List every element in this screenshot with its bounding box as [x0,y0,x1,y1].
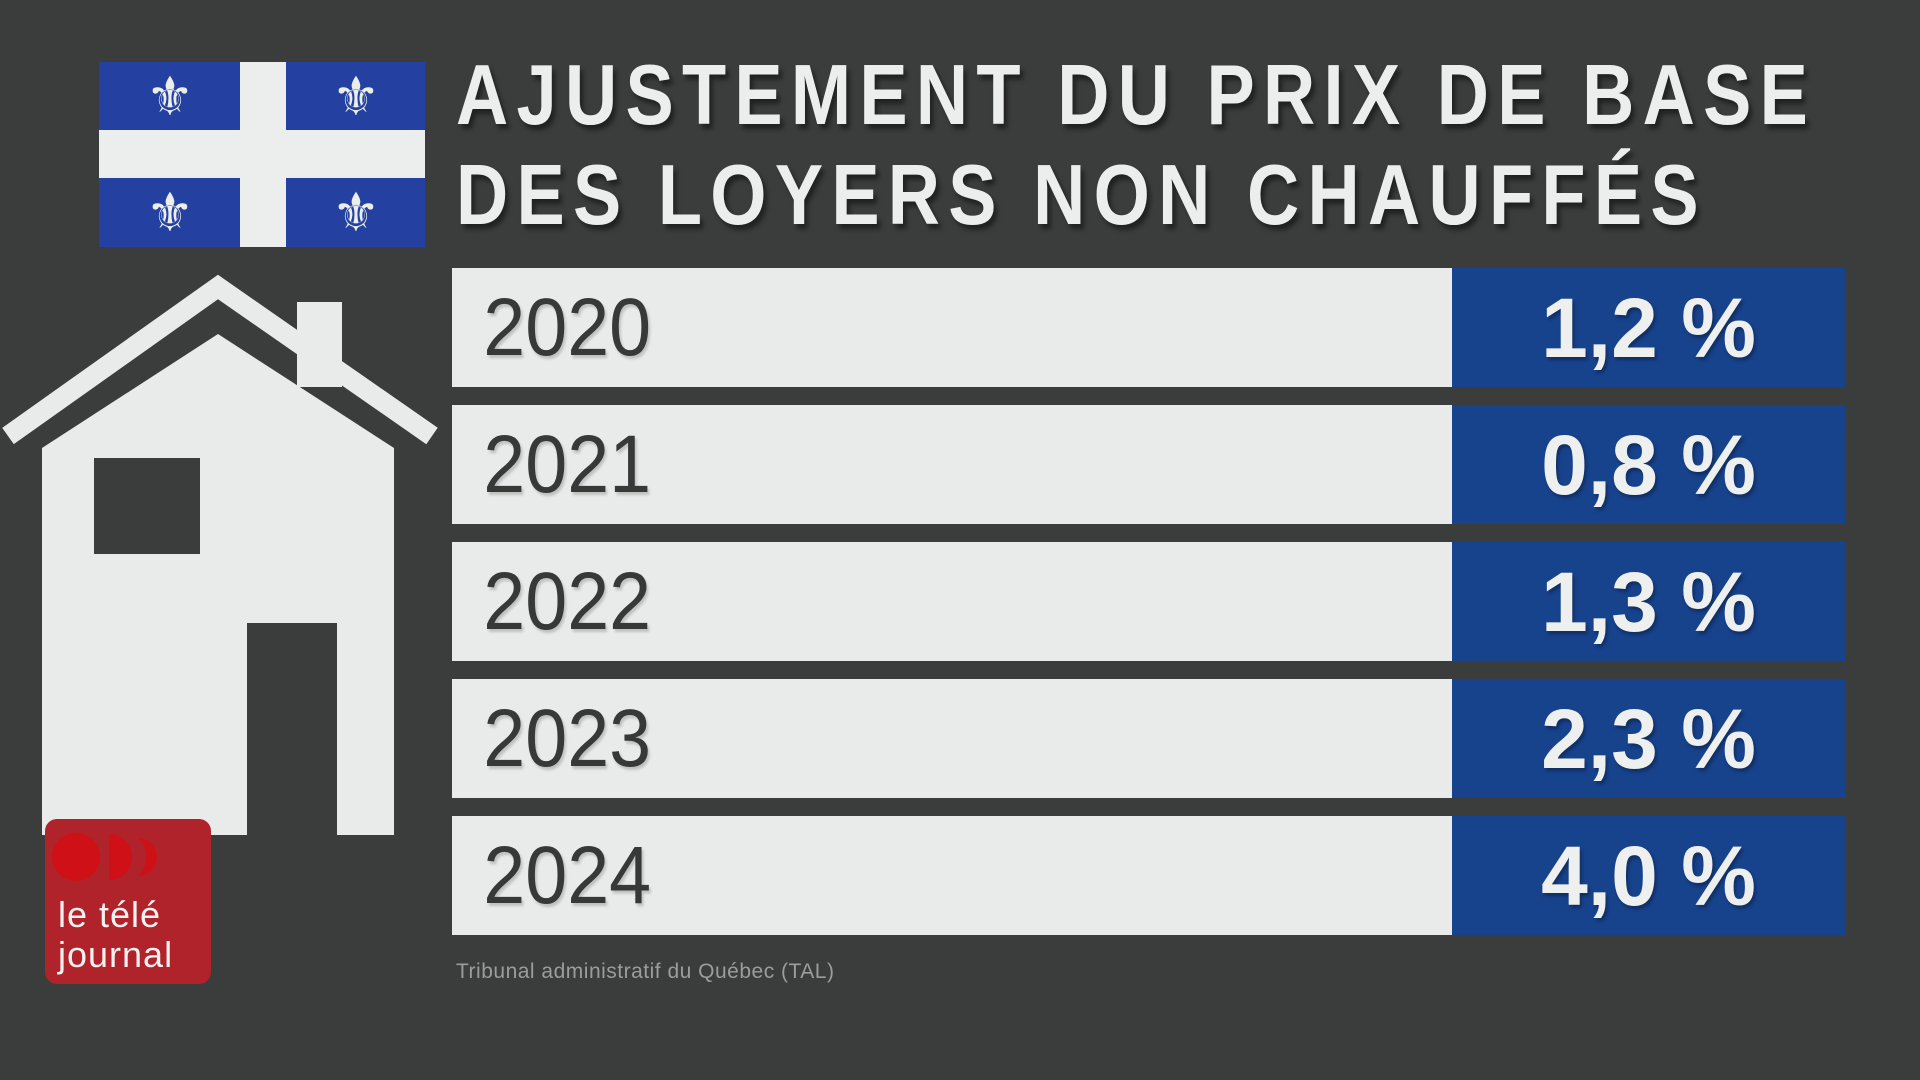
row-year: 2023 [483,692,652,784]
row-value: 2,3 % [1541,691,1756,786]
title-line-2: DES LOYERS NON CHAUFFÉS [456,148,1707,243]
row-year: 2021 [483,418,652,510]
source-caption: Tribunal administratif du Québec (TAL) [456,960,835,983]
house-roof [2,274,438,445]
row-value: 4,0 % [1541,828,1756,923]
page-title: AJUSTEMENT DU PRIX DE BASE DES LOYERS NO… [456,46,1920,246]
row-value-badge: 0,8 % [1452,405,1845,524]
logo-text-line2: journal [58,934,174,975]
row-year: 2024 [483,829,652,921]
row-year: 2020 [483,281,652,373]
telejournal-logo: le télé journal [45,819,211,984]
table-row: 2024 4,0 % [440,808,1847,949]
row-value-badge: 1,2 % [1452,268,1845,387]
table-row: 2021 0,8 % [440,397,1847,538]
row-value: 0,8 % [1541,417,1756,512]
row-value-badge: 1,3 % [1452,542,1845,661]
fleur-de-lis-icon: ⚜ [145,181,195,244]
house-body [42,334,394,835]
row-value-badge: 4,0 % [1452,816,1845,935]
row-value: 1,2 % [1541,280,1756,375]
logo-text-line1: le télé [58,894,162,935]
fleur-de-lis-icon: ⚜ [331,181,381,244]
row-year: 2022 [483,555,652,647]
title-line-1: AJUSTEMENT DU PRIX DE BASE [456,48,1817,143]
table-row: 2022 1,3 % [440,534,1847,675]
table-row: 2023 2,3 % [440,671,1847,812]
fleur-de-lis-icon: ⚜ [145,65,195,128]
row-value: 1,3 % [1541,554,1756,649]
quebec-flag-icon: ⚜ ⚜ ⚜ ⚜ [99,62,425,247]
row-value-badge: 2,3 % [1452,679,1845,798]
flag-cross-vertical [240,62,286,247]
logo-text: le télé journal [58,895,173,975]
table-row: 2020 1,2 % [440,260,1847,401]
radio-canada-rings-icon [52,833,157,881]
fleur-de-lis-icon: ⚜ [331,65,381,128]
house-icon [2,274,438,835]
